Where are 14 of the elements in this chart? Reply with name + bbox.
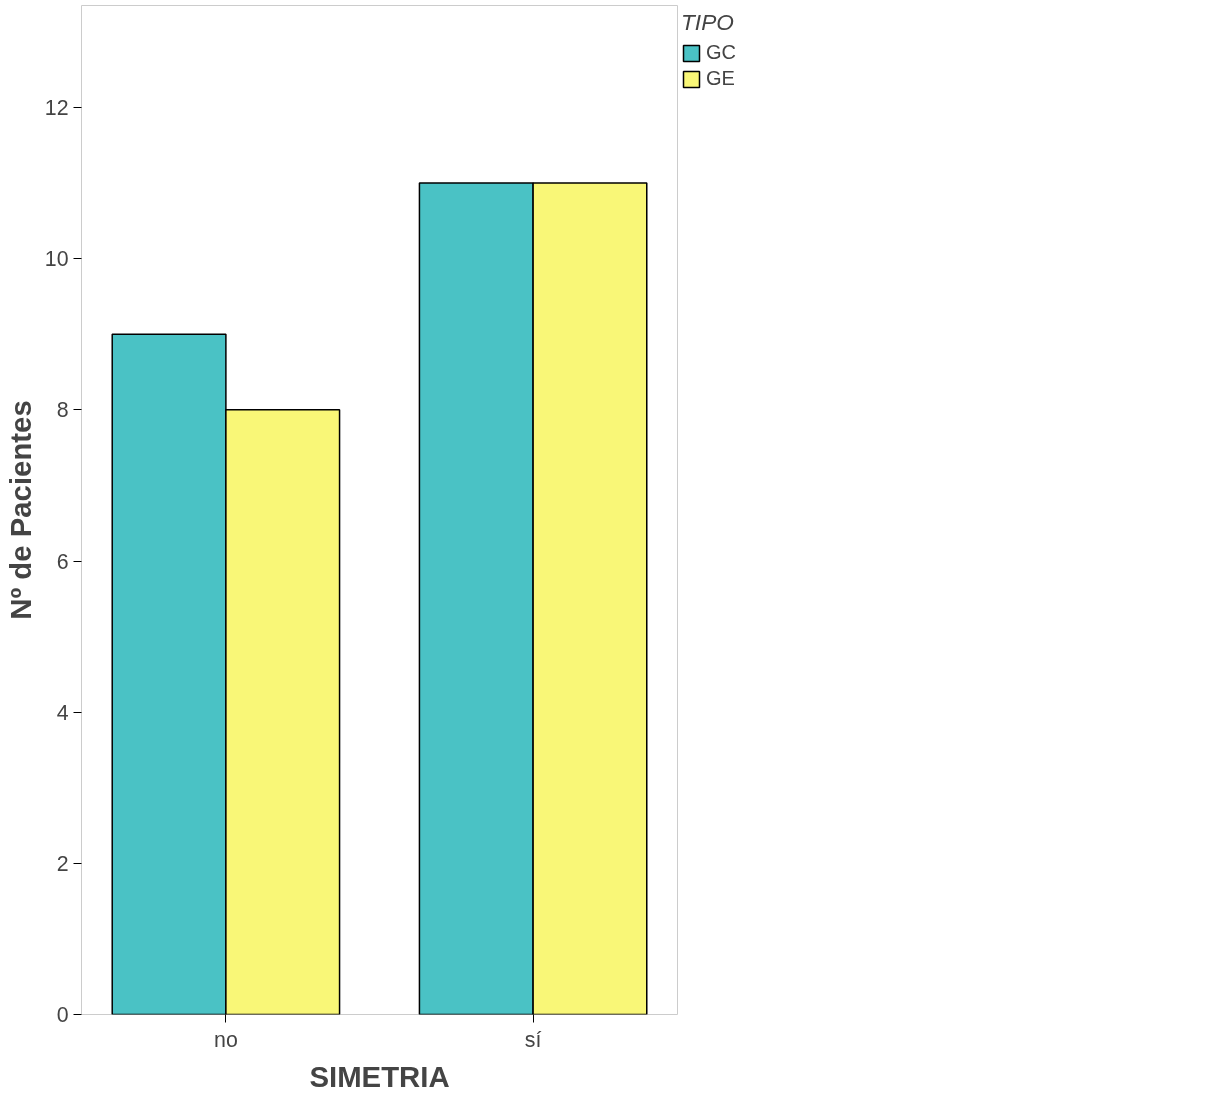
y-tick-label: 8 <box>56 398 69 423</box>
x-axis-title: SIMETRIA <box>309 1059 450 1093</box>
legend-label: GE <box>706 67 735 90</box>
y-tick-label: 12 <box>44 96 69 121</box>
y-tick-label: 0 <box>56 1003 69 1027</box>
y-tick-label: 10 <box>44 247 69 272</box>
x-tick-label: sí <box>524 1027 542 1052</box>
y-tick-label: 2 <box>56 851 69 876</box>
x-tick-label: no <box>214 1027 238 1052</box>
y-tick-label: 6 <box>56 549 69 574</box>
y-tick-label: 4 <box>56 700 69 725</box>
legend-label: GC <box>706 41 736 64</box>
y-axis-title: Nº de Pacientes <box>3 400 37 620</box>
legend-title: TIPO <box>681 9 735 36</box>
